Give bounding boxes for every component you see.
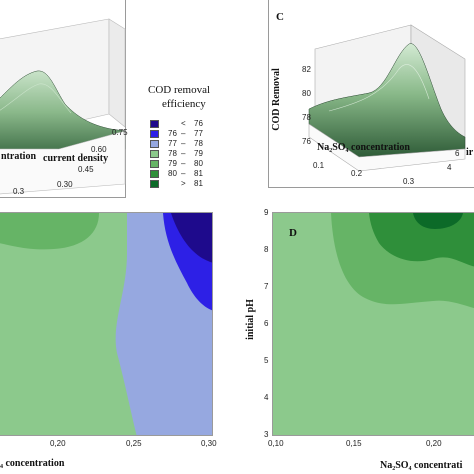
panel-b-contour <box>0 213 212 435</box>
panel-d-ytick: 6 <box>264 319 269 328</box>
legend-range-start: 80 <box>168 169 177 178</box>
panel-c-letter: C <box>276 11 284 23</box>
panel-a-concentration-axis-label: ntration <box>1 151 36 162</box>
legend-range-end: 81 <box>194 179 203 188</box>
panel-c-surface-plot: C COD Removal 82 80 78 76 Na₂SO₄ concent… <box>268 0 474 188</box>
panel-d-xtick: 0,15 <box>346 439 362 448</box>
legend-range-end: 81 <box>194 169 203 178</box>
panel-c-xtick: 0.1 <box>313 161 325 170</box>
panel-c-xtick: 0.3 <box>403 177 415 186</box>
panel-c-ztick: 76 <box>302 137 311 146</box>
legend-swatch <box>150 150 159 158</box>
panel-c-ztick: 82 <box>302 65 311 74</box>
panel-d-xtick: 0,20 <box>426 439 442 448</box>
panel-a-surface-plot: ntration current density 0.75 0.60 0.45 … <box>0 0 128 198</box>
legend-title: COD removal <box>148 84 211 96</box>
panel-a-tick: 0.75 <box>112 128 128 137</box>
legend-range-start: 78 <box>168 149 177 158</box>
panel-d-ytick: 7 <box>264 282 269 291</box>
panel-d-ytick: 9 <box>264 208 269 217</box>
legend-range-sep: > <box>181 179 186 188</box>
panel-c-xtick: 0.2 <box>351 169 363 178</box>
legend-swatch <box>150 160 159 168</box>
panel-a-tick: 0.45 <box>78 165 94 174</box>
legend-range-start: 79 <box>168 159 177 168</box>
legend-range-start: 76 <box>168 129 177 138</box>
panel-c-zlabel: COD Removal <box>270 68 282 131</box>
legend-subtitle: efficiency <box>162 98 206 110</box>
legend-range-sep: – <box>181 129 186 138</box>
panel-d-ytick: 5 <box>264 356 269 365</box>
panel-d-ytick: 4 <box>264 393 269 402</box>
panel-a-density-axis-label: current density <box>43 153 109 164</box>
legend-range-sep: – <box>181 159 186 168</box>
panel-b-xtick: 0,30 <box>201 439 217 448</box>
panel-d-ytick: 8 <box>264 245 269 254</box>
legend-range-end: 78 <box>194 139 203 148</box>
panel-b-contour-plot <box>0 212 213 436</box>
legend-range-sep: < <box>181 119 186 128</box>
panel-c-ztick: 80 <box>302 89 311 98</box>
panel-d-ylabel: initial pH <box>244 299 256 340</box>
panel-c-ylabel: ir <box>466 147 474 158</box>
panel-d-contour <box>273 213 474 435</box>
panel-c-ytick: 4 <box>447 163 452 172</box>
legend-swatch <box>150 130 159 138</box>
panel-b-xlabel: ₄ concentration <box>0 458 65 469</box>
legend-range-sep: – <box>181 149 186 158</box>
legend-swatch <box>150 170 159 178</box>
panel-d-xtick: 0,10 <box>268 439 284 448</box>
panel-a-tick: 0.3 <box>13 187 25 196</box>
panel-b-xtick: 0,25 <box>126 439 142 448</box>
legend-swatch <box>150 180 159 188</box>
legend-range-end: 79 <box>194 149 203 158</box>
panel-a-tick: 0.30 <box>57 180 73 189</box>
panel-d-letter: D <box>289 227 297 239</box>
panel-c-xlabel: Na₂SO₄ concentration <box>317 142 410 153</box>
panel-b-xtick: 0,20 <box>50 439 66 448</box>
legend-swatch <box>150 120 159 128</box>
panel-a-tick: 0.60 <box>91 145 107 154</box>
legend-range-sep: – <box>181 169 186 178</box>
legend-range-sep: – <box>181 139 186 148</box>
panel-d-ytick: 3 <box>264 430 269 439</box>
legend-swatch <box>150 140 159 148</box>
panel-c-surface <box>308 24 466 172</box>
legend-range-end: 77 <box>194 129 203 138</box>
panel-d-contour-plot: D <box>272 212 474 436</box>
panel-d-xlabel: Na₂SO₄ concentrati <box>380 460 463 471</box>
panel-c-ytick: 6 <box>455 149 460 158</box>
panel-c-ztick: 78 <box>302 113 311 122</box>
legend-range-start: 77 <box>168 139 177 148</box>
legend-range-end: 76 <box>194 119 203 128</box>
legend-range-end: 80 <box>194 159 203 168</box>
panel-a-surface <box>0 18 126 195</box>
